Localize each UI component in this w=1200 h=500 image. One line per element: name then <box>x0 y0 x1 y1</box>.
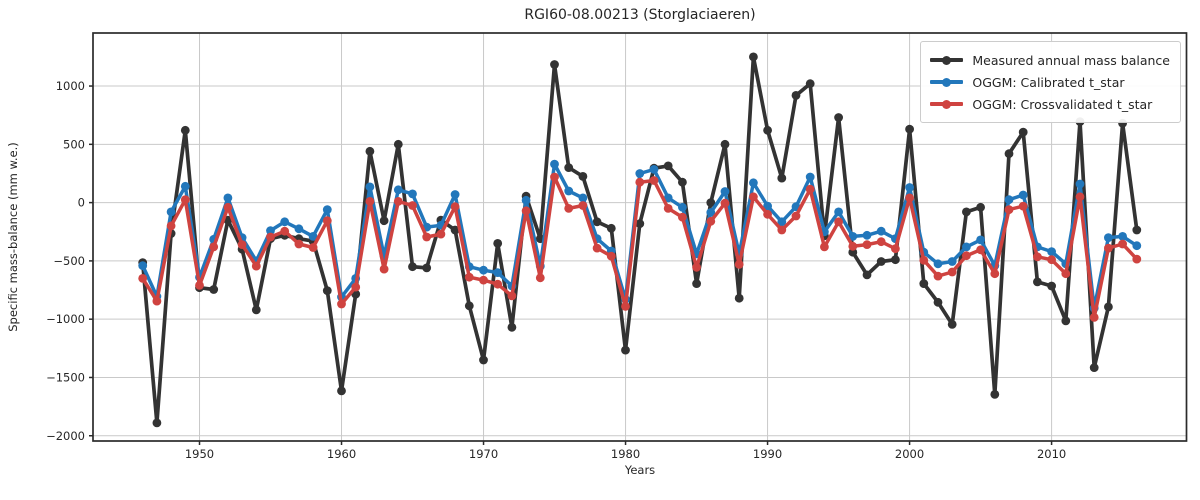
svg-text:−500: −500 <box>53 254 85 268</box>
svg-text:1950: 1950 <box>185 447 214 461</box>
svg-text:500: 500 <box>63 137 85 151</box>
legend-label: Measured annual mass balance <box>972 52 1170 68</box>
svg-text:1970: 1970 <box>469 447 498 461</box>
crossvalidated-line-marker-icon <box>930 99 964 109</box>
legend: Measured annual mass balance OGGM: Calib… <box>920 41 1181 123</box>
legend-label: OGGM: Crossvalidated t_star <box>972 96 1153 112</box>
svg-text:1980: 1980 <box>611 447 640 461</box>
measured-line-marker-icon <box>930 55 964 65</box>
y-axis-label: Specific mass-balance (mm w.e.) <box>6 142 20 332</box>
x-axis-label: Years <box>624 463 656 477</box>
legend-entry-calibrated: OGGM: Calibrated t_star <box>930 71 1170 93</box>
legend-label: OGGM: Calibrated t_star <box>972 74 1125 90</box>
calibrated-line-marker-icon <box>930 77 964 87</box>
svg-text:−1500: −1500 <box>46 370 85 384</box>
svg-text:1000: 1000 <box>56 79 85 93</box>
svg-text:−2000: −2000 <box>46 429 85 443</box>
chart-title: RGI60-08.00213 (Storglaciaeren) <box>524 7 756 23</box>
svg-text:2000: 2000 <box>895 447 924 461</box>
svg-text:−1000: −1000 <box>46 312 85 326</box>
svg-text:0: 0 <box>78 196 85 210</box>
svg-text:1990: 1990 <box>753 447 782 461</box>
legend-entry-crossvalidated: OGGM: Crossvalidated t_star <box>930 93 1170 115</box>
svg-text:2010: 2010 <box>1037 447 1066 461</box>
legend-entry-measured: Measured annual mass balance <box>930 49 1170 71</box>
svg-text:1960: 1960 <box>327 447 356 461</box>
